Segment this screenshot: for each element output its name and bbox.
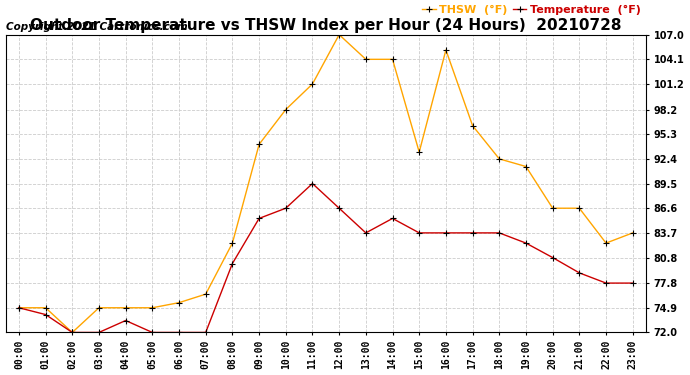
Temperature  (°F) bbox=[282, 206, 290, 210]
Temperature  (°F) bbox=[201, 330, 210, 334]
Temperature  (°F) bbox=[41, 312, 50, 317]
THSW  (°F) bbox=[201, 292, 210, 296]
Temperature  (°F) bbox=[522, 241, 530, 245]
THSW  (°F) bbox=[121, 306, 130, 310]
Legend: THSW  (°F), Temperature  (°F): THSW (°F), Temperature (°F) bbox=[422, 4, 640, 15]
THSW  (°F) bbox=[308, 82, 317, 86]
Text: Copyright 2021 Cartronics.com: Copyright 2021 Cartronics.com bbox=[6, 22, 187, 32]
THSW  (°F) bbox=[255, 142, 263, 147]
Temperature  (°F) bbox=[469, 231, 477, 235]
THSW  (°F) bbox=[575, 206, 584, 210]
THSW  (°F) bbox=[41, 306, 50, 310]
Temperature  (°F) bbox=[95, 330, 103, 334]
Temperature  (°F) bbox=[148, 330, 157, 334]
Temperature  (°F) bbox=[415, 231, 424, 235]
Temperature  (°F) bbox=[335, 206, 344, 210]
Temperature  (°F) bbox=[121, 318, 130, 323]
Temperature  (°F) bbox=[14, 306, 23, 310]
Temperature  (°F) bbox=[228, 261, 237, 266]
THSW  (°F) bbox=[362, 57, 370, 62]
THSW  (°F) bbox=[522, 164, 530, 169]
THSW  (°F) bbox=[282, 107, 290, 112]
THSW  (°F) bbox=[469, 123, 477, 128]
THSW  (°F) bbox=[335, 32, 344, 37]
Temperature  (°F) bbox=[575, 271, 584, 275]
THSW  (°F) bbox=[549, 206, 557, 210]
Line: Temperature  (°F): Temperature (°F) bbox=[15, 180, 636, 336]
Temperature  (°F) bbox=[549, 255, 557, 260]
Temperature  (°F) bbox=[68, 330, 77, 334]
THSW  (°F) bbox=[629, 231, 637, 235]
THSW  (°F) bbox=[602, 241, 610, 245]
Line: THSW  (°F): THSW (°F) bbox=[15, 31, 636, 336]
Temperature  (°F) bbox=[629, 281, 637, 285]
THSW  (°F) bbox=[388, 57, 397, 62]
Temperature  (°F) bbox=[175, 330, 183, 334]
Temperature  (°F) bbox=[362, 231, 370, 235]
Temperature  (°F) bbox=[602, 281, 610, 285]
Temperature  (°F) bbox=[442, 231, 450, 235]
THSW  (°F) bbox=[228, 241, 237, 245]
Title: Outdoor Temperature vs THSW Index per Hour (24 Hours)  20210728: Outdoor Temperature vs THSW Index per Ho… bbox=[30, 18, 622, 33]
THSW  (°F) bbox=[68, 330, 77, 334]
Temperature  (°F) bbox=[255, 216, 263, 220]
THSW  (°F) bbox=[495, 157, 504, 161]
Temperature  (°F) bbox=[308, 181, 317, 186]
THSW  (°F) bbox=[442, 48, 450, 52]
THSW  (°F) bbox=[14, 306, 23, 310]
THSW  (°F) bbox=[175, 300, 183, 305]
THSW  (°F) bbox=[148, 306, 157, 310]
THSW  (°F) bbox=[415, 150, 424, 154]
Temperature  (°F) bbox=[388, 216, 397, 220]
THSW  (°F) bbox=[95, 306, 103, 310]
Temperature  (°F) bbox=[495, 231, 504, 235]
